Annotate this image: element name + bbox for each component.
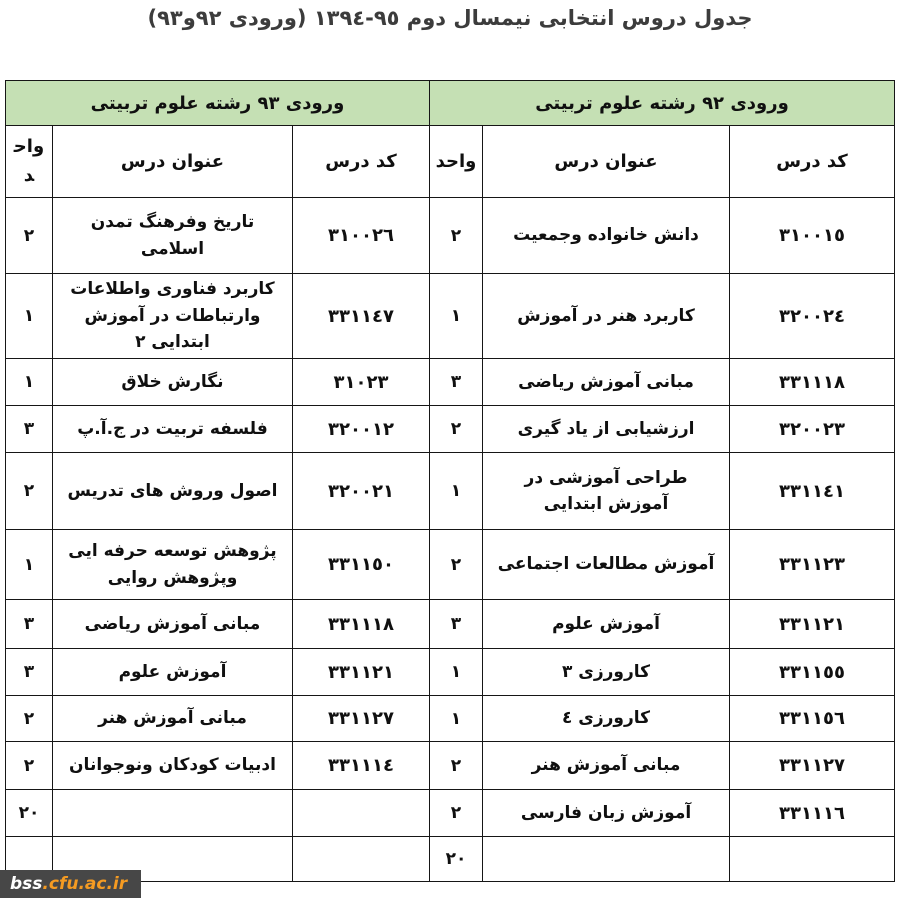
course-code-cell: ٣٣١١٢١ (291, 648, 430, 696)
table-row: ٢٠ (4, 836, 895, 882)
course-title-cell: آموزش علوم (482, 599, 730, 649)
table-row: ٣٣١١٢٧ مبانی آموزش هنر ٢ ٣٣١١١٤ ادبیات ک… (4, 741, 895, 790)
course-code-cell: ٣٣١١٢١ (729, 599, 895, 649)
course-unit-cell: ٣ (428, 599, 484, 649)
course-title-cell: کاربرد فناوری واطلاعات وارتباطات در آموز… (51, 273, 293, 359)
table-row: ٣٣١١٢١ آموزش علوم ٣ ٣٣١١١٨ مبانی آموزش ر… (4, 599, 895, 649)
course-code-cell: ٣٣١١٥٦ (729, 695, 895, 742)
course-unit-cell: ١ (4, 358, 53, 406)
course-title-cell: کاربرد هنر در آموزش (482, 273, 730, 359)
course-code-cell: ٣٣١١٢٣ (729, 529, 895, 600)
course-unit-cell: ٣ (4, 405, 53, 453)
course-unit-cell: ٣ (428, 358, 484, 406)
course-title-cell: آموزش مطالعات اجتماعی (482, 529, 730, 600)
course-title-cell: مبانی آموزش ریاضی (482, 358, 730, 406)
course-unit-cell: ٢ (4, 452, 53, 530)
column-header-unit-92: واحد (428, 125, 484, 198)
table-row: ٣٣١١٥٥ کارورزی ٣ ١ ٣٣١١٢١ آموزش علوم ٣ (4, 648, 895, 696)
course-code-cell (291, 789, 430, 837)
course-code-cell: ٣٣١١١٨ (729, 358, 895, 406)
course-title-cell: تاریخ وفرهنگ تمدن اسلامی (51, 197, 293, 274)
course-unit-cell: ١ (4, 273, 53, 359)
course-code-cell: ٣٣١١٥٠ (291, 529, 430, 600)
course-unit-cell: ٢ (428, 405, 484, 453)
course-unit-cell: ١ (428, 695, 484, 742)
course-code-cell: ٣٢٠٠٢١ (291, 452, 430, 530)
course-unit-cell: ٢ (428, 197, 484, 274)
site-watermark: bss .cfu.ac.ir (0, 870, 142, 898)
course-code-cell (291, 836, 430, 882)
table-row: ٣٣١١٤١ طراحی آموزشی در آموزش ابتدایی ١ ٣… (4, 452, 895, 530)
course-title-cell: دانش خانواده وجمعیت (482, 197, 730, 274)
course-title-cell: اصول وروش های تدریس (51, 452, 293, 530)
course-title-cell: پژوهش توسعه حرفه ایی وپژوهش روایی (51, 529, 293, 600)
table-row: ٣٣١١١٦ آموزش زبان فارسی ٢ ٢٠ (4, 789, 895, 837)
watermark-suffix: .cfu.ac.ir (42, 874, 128, 894)
table-row: ٣٣١١٢٣ آموزش مطالعات اجتماعی ٢ ٣٣١١٥٠ پژ… (4, 529, 895, 600)
course-title-cell: ادبیات کودکان ونوجوانان (51, 741, 293, 790)
course-unit-cell: ٢ (428, 741, 484, 790)
course-unit-cell: ٢ (4, 695, 53, 742)
table-row: ٣١٠٠١٥ دانش خانواده وجمعیت ٢ ٣١٠٠٢٦ تاری… (4, 197, 895, 274)
column-header-code-93: کد درس (291, 125, 430, 198)
course-unit-cell: ١ (428, 273, 484, 359)
course-title-cell: طراحی آموزشی در آموزش ابتدایی (482, 452, 730, 530)
course-code-cell: ٣٣١١٤١ (729, 452, 895, 530)
course-unit-cell: ١ (428, 452, 484, 530)
course-code-cell: ٣٣١١٢٧ (291, 695, 430, 742)
course-code-cell: ٣١٠٠١٥ (729, 197, 895, 274)
course-unit-cell: ٢ (428, 529, 484, 600)
course-unit-cell: ٢ (428, 789, 484, 837)
course-unit-cell: ٢ (4, 197, 53, 274)
page-title: جدول دروس انتخابی نیمسال دوم ٩٥-١٣٩٤ (ور… (147, 6, 753, 30)
course-code-cell: ٣٣١١١٤ (291, 741, 430, 790)
course-schedule-table: ورودی ٩٢ رشته علوم تربیتی ورودی ٩٣ رشته … (4, 80, 896, 882)
course-title-cell: فلسفه تربیت در ج.آ.پ (51, 405, 293, 453)
course-title-cell: مبانی آموزش هنر (51, 695, 293, 742)
course-code-cell (729, 836, 895, 882)
course-title-cell: نگارش خلاق (51, 358, 293, 406)
table-row: ٣٢٠٠٢٤ کاربرد هنر در آموزش ١ ٣٣١١٤٧ کارب… (4, 273, 895, 359)
table-row: ٣٢٠٠٢٣ ارزشیابی از یاد گیری ٢ ٣٢٠٠١٢ فلس… (4, 405, 895, 453)
course-unit-cell: ٢ (4, 741, 53, 790)
column-header-code-92: کد درس (729, 125, 895, 198)
total-units-cell: ٢٠ (4, 789, 53, 837)
course-code-cell: ٣٢٠٠٢٤ (729, 273, 895, 359)
course-code-cell: ٣١٠٠٢٦ (291, 197, 430, 274)
course-title-cell (51, 789, 293, 837)
section-header-entry-92: ورودی ٩٢ رشته علوم تربیتی (428, 80, 896, 126)
course-title-cell: ارزشیابی از یاد گیری (482, 405, 730, 453)
section-header-entry-93: ورودی ٩٣ رشته علوم تربیتی (4, 80, 430, 126)
total-units-cell: ٢٠ (428, 836, 484, 882)
course-code-cell: ٣٣١١٤٧ (291, 273, 430, 359)
course-code-cell: ٣٣١١٥٥ (729, 648, 895, 696)
course-title-cell: کارورزی ٣ (482, 648, 730, 696)
table-row: ٣٣١١٥٦ کارورزی ٤ ١ ٣٣١١٢٧ مبانی آموزش هن… (4, 695, 895, 742)
course-unit-cell: ١ (428, 648, 484, 696)
column-header-title-93: عنوان درس (51, 125, 293, 198)
column-header-unit-93: واحد (4, 125, 53, 198)
course-code-cell: ٣٣١١٢٧ (729, 741, 895, 790)
course-unit-cell: ٣ (4, 599, 53, 649)
watermark-prefix: bss (10, 874, 43, 894)
table-row: ٣٣١١١٨ مبانی آموزش ریاضی ٣ ٣١٠٢٣ نگارش خ… (4, 358, 895, 406)
course-code-cell: ٣٣١١١٦ (729, 789, 895, 837)
section-header-row: ورودی ٩٢ رشته علوم تربیتی ورودی ٩٣ رشته … (4, 80, 896, 126)
column-header-title-92: عنوان درس (482, 125, 730, 198)
course-code-cell: ٣٢٠٠٢٣ (729, 405, 895, 453)
column-header-row: کد درس عنوان درس واحد کد درس عنوان درس و… (4, 125, 895, 198)
course-title-cell (482, 836, 730, 882)
course-title-cell: مبانی آموزش ریاضی (51, 599, 293, 649)
course-code-cell: ٣٣١١١٨ (291, 599, 430, 649)
course-unit-cell: ١ (4, 529, 53, 600)
course-title-cell: مبانی آموزش هنر (482, 741, 730, 790)
course-title-cell: آموزش زبان فارسی (482, 789, 730, 837)
course-title-cell: کارورزی ٤ (482, 695, 730, 742)
course-code-cell: ٣٢٠٠١٢ (291, 405, 430, 453)
course-unit-cell: ٣ (4, 648, 53, 696)
course-code-cell: ٣١٠٢٣ (291, 358, 430, 406)
course-title-cell: آموزش علوم (51, 648, 293, 696)
